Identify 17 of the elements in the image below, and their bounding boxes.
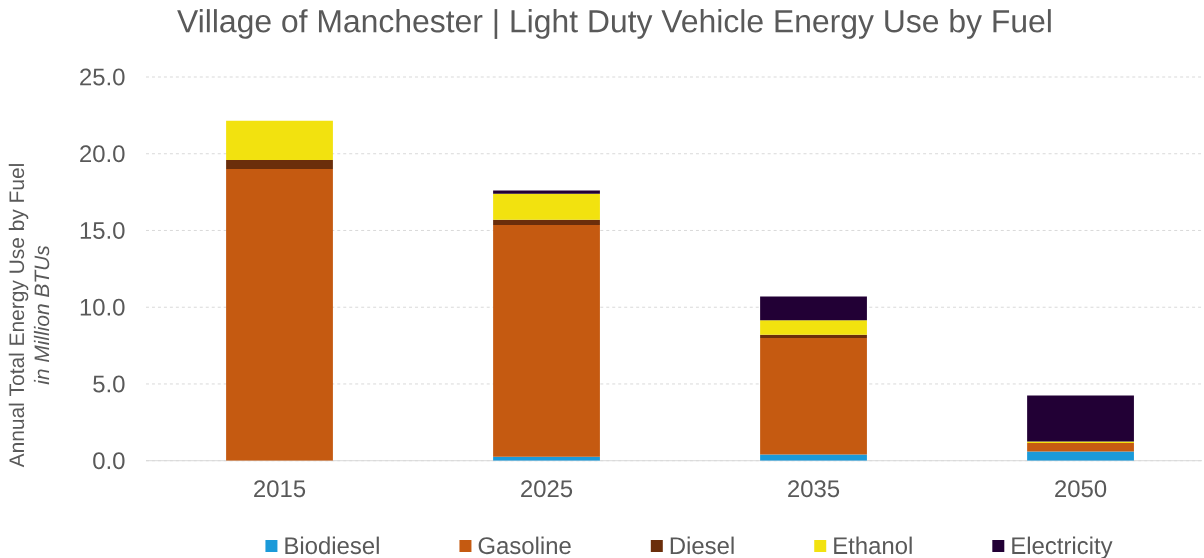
y-tick-label: 10.0: [80, 298, 125, 316]
chart-title: Village of Manchester | Light Duty Vehicle Energy Use by Fuel: [177, 9, 1051, 39]
y-axis-title: Annual Total Energy Use by Fuel in Million BTUs: [8, 164, 50, 468]
y-tick-label: 20.0: [80, 145, 125, 163]
x-tick-label: 2025: [521, 480, 573, 498]
y-tick-label: 0.0: [93, 452, 125, 470]
x-tick-label: 2050: [1055, 480, 1107, 498]
y-tick-label: 5.0: [93, 375, 125, 393]
legend-label: Diesel: [670, 536, 734, 555]
y-tick-label: 25.0: [80, 68, 125, 86]
legend-label: Electricity: [1012, 536, 1113, 558]
x-tick-label: 2015: [254, 480, 306, 498]
legend-label: Gasoline: [478, 536, 571, 555]
x-tick-label: 2035: [788, 480, 840, 498]
legend-label: Ethanol: [834, 536, 912, 555]
legend-label: Biodiesel: [285, 536, 379, 555]
y-tick-label: 15.0: [80, 222, 125, 239]
